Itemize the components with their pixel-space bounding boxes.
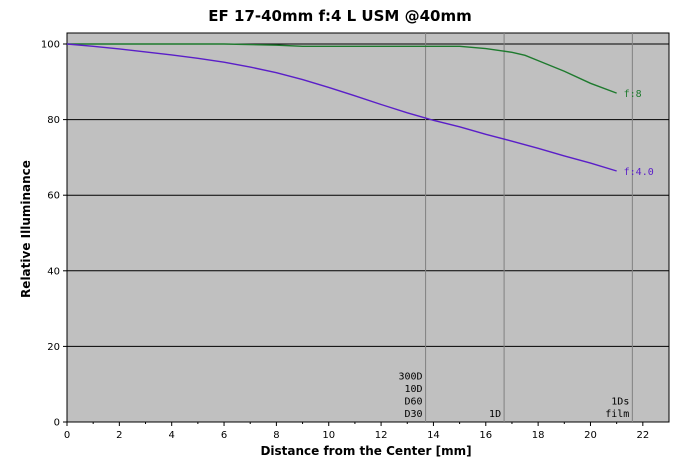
x-ticks: 0 2 4 6 8 10 12 14 16 18 20 22 [64, 422, 649, 441]
sensor-marker-label: 300D [398, 372, 422, 383]
y-axis-label: Relative Illuminance [19, 160, 33, 298]
y-ticks: 0 20 40 60 80 100 [41, 40, 67, 429]
series-line [66, 43, 617, 172]
x-tick-label: 12 [375, 430, 388, 441]
x-tick-label: 16 [479, 430, 492, 441]
x-tick-label: 22 [636, 430, 649, 441]
y-tick-label: 20 [47, 342, 60, 353]
series-label: f:8 [624, 89, 642, 100]
series-line [67, 43, 617, 94]
sensor-marker-label: 1Ds [611, 397, 629, 408]
series-lines: f:8 f:4.0 [66, 43, 654, 178]
y-tick-label: 60 [47, 191, 60, 202]
y-tick-label: 80 [47, 115, 60, 126]
series-label: f:4.0 [624, 167, 654, 178]
chart-title: EF 17-40mm f:4 L USM @40mm [208, 7, 471, 25]
x-tick-label: 10 [322, 430, 335, 441]
sensor-marker-label: D60 [405, 397, 423, 408]
plot-area [66, 32, 670, 423]
sensor-marker-label: 10D [405, 384, 423, 395]
sensor-marker-label: film [605, 409, 629, 420]
x-tick-label: 6 [221, 430, 227, 441]
sensor-marker-label: 1D [489, 409, 501, 420]
y-tick-label: 100 [41, 40, 60, 51]
y-tick-label: 40 [47, 266, 60, 277]
x-axis-label: Distance from the Center [mm] [260, 444, 471, 458]
y-tick-label: 0 [54, 418, 60, 429]
sensor-marker-label: D30 [405, 409, 423, 420]
x-tick-label: 2 [116, 430, 122, 441]
x-tick-label: 4 [169, 430, 175, 441]
x-tick-label: 20 [584, 430, 597, 441]
x-tick-label: 18 [532, 430, 545, 441]
x-tick-label: 8 [273, 430, 279, 441]
x-tick-label: 0 [64, 430, 70, 441]
x-tick-label: 14 [427, 430, 440, 441]
